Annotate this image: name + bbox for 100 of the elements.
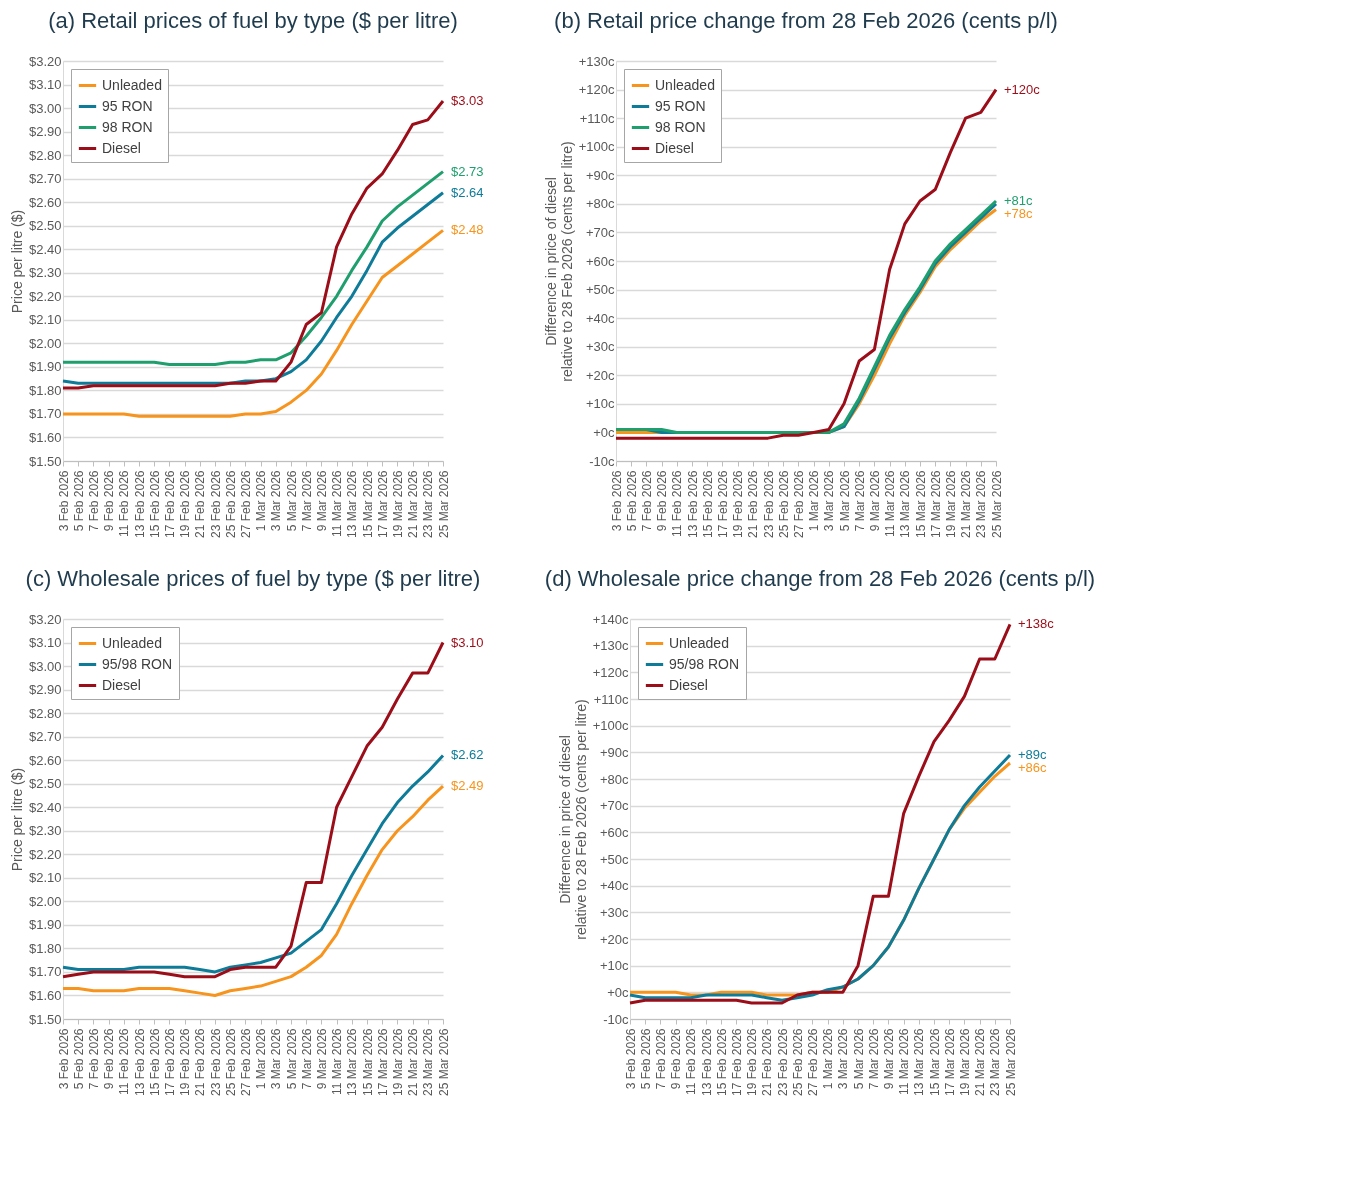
y-tick-label: +60c	[599, 824, 629, 840]
x-tick-label: 11 Feb 2026	[684, 1028, 699, 1095]
x-tick-label: 25 Feb 2026	[776, 470, 791, 538]
y-tick-label: $2.00	[28, 335, 62, 351]
x-tick-label: 17 Feb 2026	[162, 470, 177, 538]
legend-label: Unleaded	[102, 76, 162, 93]
annotation: $2.64	[451, 184, 484, 200]
x-tick-label: 15 Feb 2026	[147, 1028, 162, 1096]
x-tick-label: 25 Feb 2026	[223, 1028, 238, 1096]
x-tick-label: 5 Mar 2026	[284, 470, 299, 532]
x-tick-label: 13 Mar 2026	[912, 1028, 927, 1096]
x-tick-label: 15 Mar 2026	[360, 470, 375, 538]
x-tick-label: 7 Feb 2026	[653, 1028, 668, 1090]
x-tick-label: 5 Mar 2026	[837, 470, 852, 532]
x-tick-label: 17 Feb 2026	[162, 1028, 177, 1096]
x-tick-label: 7 Mar 2026	[299, 1028, 314, 1090]
x-tick-label: 27 Feb 2026	[791, 470, 806, 538]
x-tick-label: 15 Feb 2026	[714, 1028, 729, 1096]
chart-title: (b) Retail price change from 28 Feb 2026 (cents p/l)	[554, 8, 1058, 33]
x-tick-label: 9 Mar 2026	[314, 470, 329, 532]
x-tick-label: 7 Feb 2026	[639, 470, 654, 532]
x-tick-label: 13 Feb 2026	[699, 1028, 714, 1096]
x-tick-label: 23 Mar 2026	[974, 470, 989, 538]
x-tick-label: 3 Mar 2026	[822, 470, 837, 532]
y-tick-label: $1.80	[28, 382, 62, 398]
annotation: +81c	[1004, 193, 1034, 208]
y-tick-label: $2.10	[28, 312, 62, 328]
annotation: $2.62	[451, 747, 484, 763]
x-tick-label: 23 Mar 2026	[988, 1028, 1003, 1096]
x-tick-label: 17 Mar 2026	[375, 470, 390, 538]
x-tick-label: 23 Feb 2026	[208, 470, 223, 538]
y-tick-label: +10c	[585, 396, 615, 412]
chart-title: (a) Retail prices of fuel by type ($ per litre)	[48, 8, 458, 33]
x-tick-label: 25 Feb 2026	[223, 470, 238, 538]
y-tick-label: +50c	[599, 851, 629, 867]
annotation: $2.73	[451, 163, 484, 179]
y-tick-label: $1.70	[28, 964, 62, 980]
x-tick-label: 19 Mar 2026	[943, 470, 958, 538]
x-tick-label: 9 Mar 2026	[867, 470, 882, 532]
x-tick-label: 11 Mar 2026	[330, 1028, 345, 1095]
x-tick-label: 27 Feb 2026	[238, 1028, 253, 1096]
y-tick-label: +90c	[599, 744, 629, 760]
y-tick-label: $1.60	[28, 429, 62, 445]
legend-label: 95/98 RON	[669, 655, 740, 672]
legend-label: 98 RON	[655, 118, 706, 135]
x-tick-label: 15 Mar 2026	[927, 1028, 942, 1096]
x-tick-label: 19 Feb 2026	[178, 470, 193, 538]
x-tick-label: 23 Feb 2026	[761, 470, 776, 538]
y-tick-label: $3.10	[28, 635, 62, 651]
y-tick-label: $2.90	[28, 124, 62, 140]
y-tick-label: $2.20	[28, 846, 62, 862]
x-tick-label: 15 Mar 2026	[913, 470, 928, 538]
y-tick-label: $1.70	[28, 406, 62, 422]
x-tick-label: 7 Feb 2026	[86, 1028, 101, 1090]
x-tick-label: 3 Mar 2026	[269, 470, 284, 532]
x-tick-label: 7 Mar 2026	[299, 470, 314, 532]
x-tick-label: 7 Feb 2026	[86, 470, 101, 532]
y-tick-label: $2.00	[28, 893, 62, 909]
legend-label: Diesel	[669, 676, 708, 693]
y-tick-label: $2.10	[28, 870, 62, 886]
x-tick-label: 9 Mar 2026	[314, 1028, 329, 1090]
y-tick-label: $3.00	[28, 658, 62, 674]
x-tick-label: 19 Mar 2026	[390, 470, 405, 538]
annotation: $3.03	[451, 93, 484, 108]
annotation: $3.10	[451, 634, 484, 650]
y-tick-label: +0c	[607, 984, 629, 1000]
x-tick-label: 3 Feb 2026	[56, 470, 71, 532]
y-tick-label: $2.60	[28, 194, 62, 210]
x-tick-label: 3 Feb 2026	[623, 1028, 638, 1090]
x-tick-label: 3 Mar 2026	[269, 1028, 284, 1090]
x-tick-label: 27 Feb 2026	[238, 470, 253, 538]
y-tick-label: +60c	[585, 253, 615, 269]
x-tick-label: 9 Feb 2026	[655, 470, 670, 532]
y-axis-title: Difference in price of diesel relative to 28 Feb 2026 (cents per litre)	[556, 699, 589, 940]
x-tick-label: 5 Feb 2026	[71, 1028, 86, 1090]
chart-title: (d) Wholesale price change from 28 Feb 2026 (cents p/l)	[544, 566, 1096, 591]
x-tick-label: 13 Feb 2026	[132, 1028, 147, 1096]
legend-label: Unleaded	[669, 634, 729, 651]
y-tick-label: $1.80	[28, 940, 62, 956]
legend-label: Unleaded	[102, 634, 162, 651]
chart-title: (c) Wholesale prices of fuel by type ($ per litre)	[25, 566, 481, 591]
x-tick-label: 11 Feb 2026	[117, 1028, 132, 1095]
y-tick-label: +100c	[592, 718, 629, 734]
legend-label: Diesel	[102, 676, 141, 693]
x-tick-label: 5 Mar 2026	[851, 1028, 866, 1090]
x-tick-label: 21 Feb 2026	[746, 470, 761, 538]
legend-label: Diesel	[102, 139, 141, 156]
y-tick-label: +110c	[593, 691, 629, 707]
x-tick-label: 15 Mar 2026	[360, 1028, 375, 1096]
x-tick-label: 23 Mar 2026	[421, 470, 436, 538]
x-tick-label: 9 Feb 2026	[102, 470, 117, 532]
y-tick-label: $2.50	[28, 776, 62, 792]
x-tick-label: 19 Feb 2026	[731, 470, 746, 538]
x-tick-label: 19 Feb 2026	[178, 1028, 193, 1096]
x-tick-label: 17 Mar 2026	[942, 1028, 957, 1096]
x-tick-label: 5 Feb 2026	[624, 470, 639, 532]
y-tick-label: $2.40	[28, 799, 62, 815]
x-tick-label: 19 Mar 2026	[390, 1028, 405, 1096]
y-tick-label: +30c	[585, 339, 615, 355]
annotation: $2.48	[451, 222, 484, 238]
